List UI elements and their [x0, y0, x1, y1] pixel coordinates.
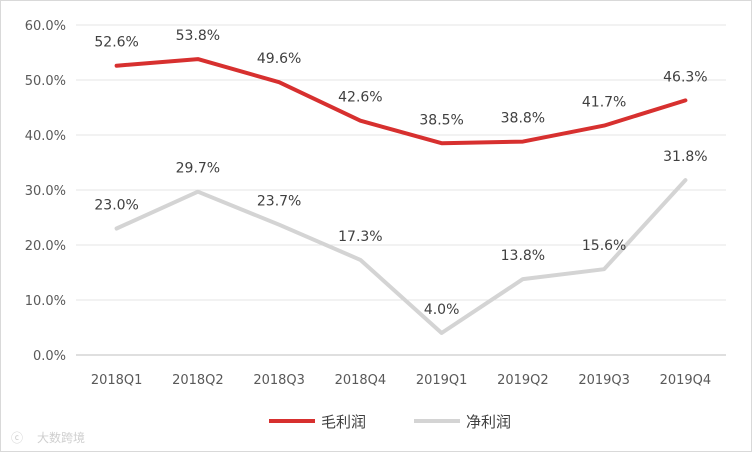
- data-label: 23.0%: [94, 198, 138, 214]
- x-tick-label: 2019Q4: [660, 373, 712, 388]
- watermark-text: 大数跨境: [37, 430, 85, 445]
- gridlines: [76, 24, 726, 356]
- data-label: 53.8%: [176, 28, 220, 44]
- x-tick-label: 2018Q2: [172, 373, 224, 388]
- legend-label: 净利润: [466, 413, 511, 431]
- data-label: 29.7%: [176, 161, 220, 177]
- x-tick-label: 2018Q4: [335, 373, 387, 388]
- x-tick-label: 2018Q1: [91, 373, 143, 388]
- data-label: 15.6%: [582, 238, 626, 254]
- y-axis: 0.0% 10.0% 20.0% 30.0% 40.0% 50.0% 60.0%: [25, 19, 66, 364]
- series-line-1: [114, 57, 688, 146]
- x-tick-label: 2019Q2: [497, 373, 549, 388]
- data-label: 31.8%: [663, 149, 707, 165]
- watermark-logo-icon: ⓒ: [11, 431, 23, 445]
- data-label: 17.3%: [338, 229, 382, 245]
- data-label: 49.6%: [257, 51, 301, 67]
- y-tick-label: 10.0%: [25, 294, 66, 309]
- data-label: 52.6%: [94, 35, 138, 51]
- y-tick-label: 30.0%: [25, 184, 66, 199]
- data-label: 13.8%: [501, 248, 545, 264]
- x-tick-label: 2018Q3: [253, 373, 305, 388]
- x-axis: 2018Q1 2018Q2 2018Q3 2018Q4 2019Q1 2019Q2 2019…: [91, 373, 711, 388]
- data-label: 4.0%: [424, 302, 460, 318]
- data-label: 41.7%: [582, 95, 626, 111]
- data-label: 38.5%: [419, 112, 463, 128]
- y-tick-label: 0.0%: [33, 349, 66, 364]
- y-tick-label: 50.0%: [25, 74, 66, 89]
- data-label: 38.8%: [501, 111, 545, 127]
- series-lines: [114, 57, 688, 335]
- data-label: 23.7%: [257, 194, 301, 210]
- y-tick-label: 20.0%: [25, 239, 66, 254]
- data-label: 42.6%: [338, 90, 382, 106]
- series-line-2: [114, 178, 688, 335]
- legend-label: 毛利润: [321, 413, 366, 431]
- data-label: 46.3%: [663, 69, 707, 85]
- data-labels: 52.6% 53.8% 49.6% 42.6% 38.5% 38.8% 41.7% 46.3%…: [94, 28, 707, 318]
- legend: 毛利润 净利润: [269, 413, 511, 431]
- y-tick-label: 60.0%: [25, 19, 66, 34]
- x-tick-label: 2019Q3: [578, 373, 630, 388]
- y-tick-label: 40.0%: [25, 129, 66, 144]
- x-tick-label: 2019Q1: [416, 373, 468, 388]
- watermark: ⓒ 大数跨境: [11, 430, 85, 445]
